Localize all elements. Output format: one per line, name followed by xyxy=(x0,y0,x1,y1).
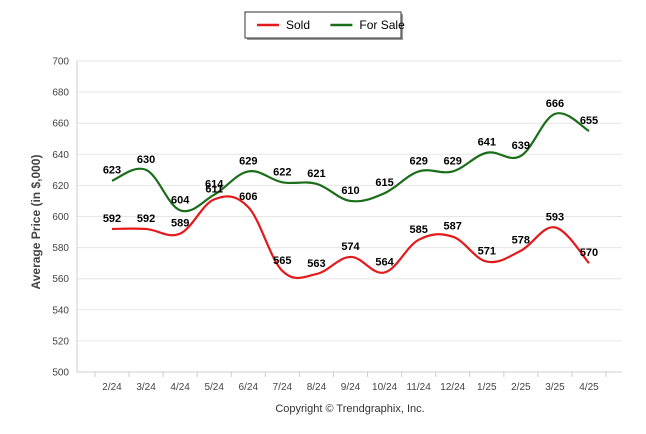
data-label-sold: 574 xyxy=(341,241,360,253)
data-label-sold: 606 xyxy=(239,191,257,203)
data-label-for-sale: 615 xyxy=(375,177,393,189)
data-label-sold: 564 xyxy=(375,256,394,268)
data-label-sold: 563 xyxy=(307,258,325,270)
data-label-sold: 589 xyxy=(171,218,189,230)
grid-lines xyxy=(77,60,622,373)
y-tick-label: 600 xyxy=(52,212,69,223)
y-tick-label: 520 xyxy=(52,336,69,347)
x-tick-label: 12/24 xyxy=(440,382,465,393)
data-label-sold: 593 xyxy=(546,211,564,223)
series-line-sold[interactable] xyxy=(111,195,590,280)
data-label-for-sale: 639 xyxy=(512,140,530,152)
x-tick-label: 2/25 xyxy=(511,382,531,393)
data-label-sold: 592 xyxy=(137,213,155,225)
series-line-for-sale[interactable] xyxy=(111,112,590,213)
legend-item-sold[interactable]: Sold xyxy=(286,18,310,32)
data-label-for-sale: 655 xyxy=(580,115,598,127)
data-label-sold: 611 xyxy=(205,183,223,195)
legend-item-for-sale[interactable]: For Sale xyxy=(359,18,405,32)
data-label-sold: 592 xyxy=(103,213,121,225)
y-tick-label: 660 xyxy=(52,119,69,130)
legend[interactable]: Sold For Sale xyxy=(244,11,405,40)
data-label-for-sale: 621 xyxy=(307,168,325,180)
y-tick-label: 680 xyxy=(52,88,69,99)
x-tick-label: 4/24 xyxy=(170,382,190,393)
x-tick-label: 6/24 xyxy=(239,382,259,393)
x-tick-label: 4/25 xyxy=(579,382,599,393)
data-label-sold: 587 xyxy=(444,221,462,233)
data-label-for-sale: 610 xyxy=(341,185,359,197)
x-tick-label: 3/24 xyxy=(136,382,156,393)
data-label-for-sale: 630 xyxy=(137,154,155,166)
y-tick-label: 580 xyxy=(52,243,69,254)
data-label-for-sale: 666 xyxy=(546,98,564,110)
y-axis-label: Average Price (in $,000) xyxy=(29,155,43,290)
data-label-for-sale: 614 xyxy=(205,179,224,191)
data-label-sold: 585 xyxy=(409,224,427,236)
data-label-for-sale: 629 xyxy=(444,155,462,167)
data-labels: 592 592 589 611 606 565 563 574 564 585 587 571 578 5… xyxy=(103,98,598,270)
data-label-for-sale: 604 xyxy=(171,194,190,206)
y-tick-label: 540 xyxy=(52,305,69,316)
data-label-for-sale: 641 xyxy=(478,137,496,149)
data-label-for-sale: 623 xyxy=(103,165,121,177)
x-tick-label: 11/24 xyxy=(406,382,431,393)
x-axis: 2/24 3/24 4/24 5/24 6/24 7/24 8/24 9/24 10/24 11/… xyxy=(77,371,622,393)
copyright-credit: Copyright © Trendgraphix, Inc. xyxy=(275,403,424,415)
data-label-for-sale: 629 xyxy=(239,155,257,167)
data-label-for-sale: 622 xyxy=(273,166,291,178)
data-label-sold: 570 xyxy=(580,247,598,259)
x-tick-label: 2/24 xyxy=(102,382,122,393)
data-label-for-sale: 629 xyxy=(409,155,427,167)
x-tick-label: 7/24 xyxy=(273,382,293,393)
y-axis: 500 520 540 560 580 600 620 640 660 680 700 xyxy=(52,57,78,379)
y-tick-label: 620 xyxy=(52,181,69,192)
y-tick-label: 500 xyxy=(52,368,69,379)
data-label-sold: 565 xyxy=(273,255,291,267)
data-label-sold: 578 xyxy=(512,235,530,247)
x-tick-label: 10/24 xyxy=(372,382,397,393)
x-tick-label: 8/24 xyxy=(307,382,327,393)
series-group xyxy=(111,112,590,280)
data-label-sold: 571 xyxy=(478,246,496,258)
x-tick-label: 1/25 xyxy=(477,382,497,393)
x-tick-label: 5/24 xyxy=(204,382,224,393)
y-tick-label: 560 xyxy=(52,274,69,285)
x-tick-label: 9/24 xyxy=(341,382,361,393)
x-tick-label: 3/25 xyxy=(545,382,565,393)
y-tick-label: 700 xyxy=(52,57,69,68)
y-tick-label: 640 xyxy=(52,150,69,161)
